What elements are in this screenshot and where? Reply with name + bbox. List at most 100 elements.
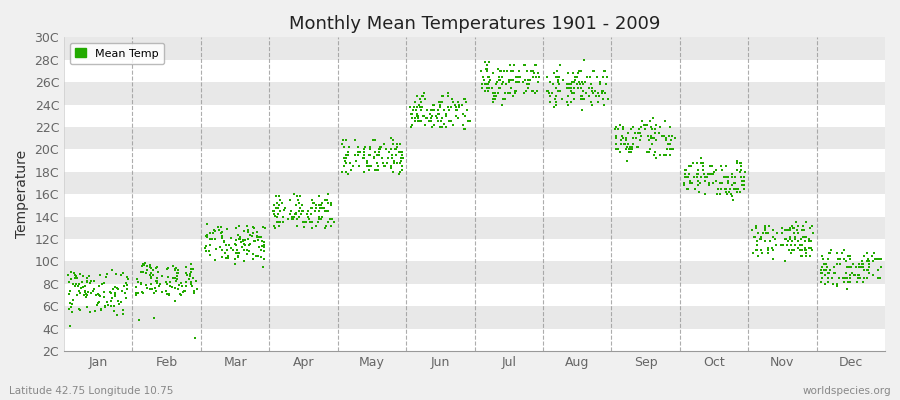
Point (79, 291, 94, 297)
Point (140, 263, 155, 269)
Point (266, 202, 281, 209)
Point (158, 278, 173, 285)
Point (796, 227, 810, 233)
Point (168, 267, 183, 274)
Point (93, 272, 107, 278)
Point (271, 219, 285, 226)
Point (648, 126, 662, 132)
Bar (64, 104, 885, 127)
Point (117, 283, 131, 289)
Point (526, 68, 541, 74)
Point (148, 265, 163, 272)
Point (644, 126, 659, 132)
Point (834, 249, 849, 256)
Point (788, 230, 802, 237)
Point (445, 96, 459, 102)
Point (403, 110, 418, 117)
Point (509, 79, 524, 85)
Point (212, 244, 227, 250)
Point (802, 245, 816, 251)
Point (491, 90, 505, 96)
Point (513, 73, 527, 80)
Point (292, 208, 306, 214)
Point (752, 236, 767, 242)
Point (167, 275, 182, 282)
Bar (64, 217, 885, 239)
Point (850, 278, 864, 285)
Point (546, 81, 561, 88)
Point (637, 126, 652, 132)
Point (415, 92, 429, 99)
Point (416, 112, 430, 119)
Point (178, 288, 193, 294)
Point (860, 275, 874, 282)
Point (306, 200, 320, 206)
Point (690, 178, 705, 184)
Point (794, 253, 808, 259)
Y-axis label: Temperature: Temperature (15, 150, 29, 238)
Point (72, 305, 86, 312)
Point (311, 193, 326, 200)
Point (91, 291, 105, 297)
Point (856, 260, 870, 267)
Point (202, 230, 217, 237)
Point (790, 230, 805, 237)
Point (543, 79, 557, 85)
Point (68, 283, 82, 289)
Point (448, 104, 463, 110)
Point (575, 79, 590, 85)
Point (312, 216, 327, 222)
Point (184, 273, 198, 279)
Point (246, 250, 260, 257)
Point (359, 160, 374, 166)
Point (410, 110, 424, 117)
Point (551, 88, 565, 94)
Point (648, 148, 662, 155)
Point (430, 110, 445, 117)
Point (574, 96, 589, 102)
Point (339, 152, 354, 158)
Point (528, 73, 543, 80)
Point (626, 141, 640, 147)
Point (202, 252, 217, 258)
Point (547, 104, 562, 110)
Point (795, 253, 809, 259)
Point (165, 284, 179, 290)
Point (842, 264, 856, 270)
Point (410, 104, 424, 110)
Point (634, 133, 648, 139)
Point (642, 148, 656, 155)
Point (567, 96, 581, 102)
Point (574, 96, 589, 102)
Point (144, 270, 158, 276)
Point (568, 73, 582, 80)
Point (99, 299, 113, 305)
Point (440, 92, 454, 99)
Point (238, 237, 252, 243)
Point (319, 208, 333, 214)
Point (346, 163, 360, 170)
Point (718, 186, 733, 192)
Point (230, 254, 245, 260)
Point (67, 281, 81, 287)
Point (494, 81, 508, 88)
Point (500, 90, 515, 96)
Point (747, 234, 761, 240)
Point (408, 118, 422, 124)
Point (574, 68, 589, 74)
Point (418, 122, 432, 128)
Point (408, 115, 422, 121)
Point (682, 178, 697, 184)
Point (749, 222, 763, 229)
Point (652, 129, 666, 136)
Point (184, 283, 199, 289)
Point (248, 253, 263, 259)
Point (405, 110, 419, 117)
Text: worldspecies.org: worldspecies.org (803, 386, 891, 396)
Point (849, 264, 863, 270)
Point (325, 216, 339, 222)
Point (698, 174, 712, 181)
Point (548, 84, 562, 91)
Point (792, 247, 806, 254)
Point (319, 225, 333, 231)
